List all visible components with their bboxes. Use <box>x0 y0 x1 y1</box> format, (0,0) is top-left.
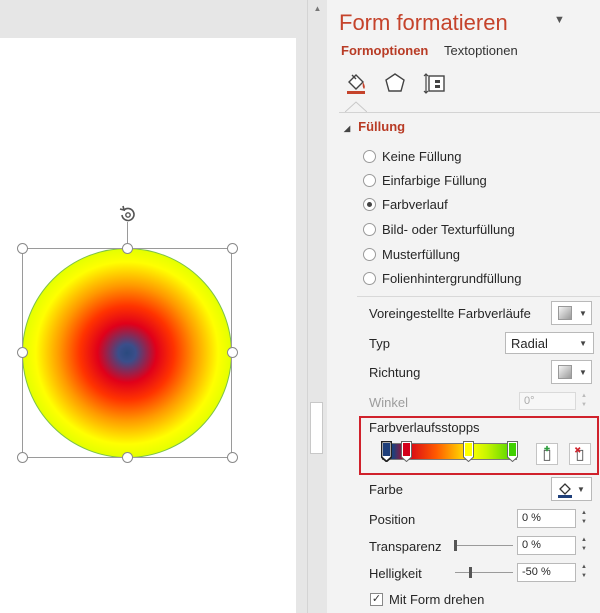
radio-pattern-fill[interactable]: Musterfüllung <box>363 245 460 263</box>
gradient-stop-handle[interactable] <box>507 441 519 462</box>
effects-pentagon-icon[interactable] <box>382 70 408 96</box>
radio-label: Einfarbige Füllung <box>382 172 487 188</box>
radio-label: Bild- oder Texturfüllung <box>382 221 515 237</box>
transparency-label: Transparenz <box>369 539 442 554</box>
transparency-slider-track[interactable] <box>455 545 513 546</box>
radio-label: Keine Füllung <box>382 148 462 164</box>
radio-button[interactable] <box>363 149 376 163</box>
angle-input: 0° <box>519 392 576 410</box>
gradient-stops-label: Farbverlaufsstopps <box>369 420 480 435</box>
rotate-handle-icon[interactable] <box>115 202 139 226</box>
size-properties-icon[interactable] <box>423 70 449 96</box>
active-category-indicator-icon <box>345 101 367 112</box>
radio-picture-texture-fill[interactable]: Bild- oder Texturfüllung <box>363 220 515 238</box>
category-divider <box>339 112 600 113</box>
radio-label: Farbverlauf <box>382 196 448 212</box>
direction-button[interactable]: ▼ <box>551 360 592 384</box>
transparency-input[interactable]: 0 % <box>517 536 576 555</box>
resize-handle-right[interactable] <box>227 347 238 358</box>
preset-gradients-button[interactable]: ▼ <box>551 301 592 325</box>
radio-button-selected[interactable] <box>363 197 376 211</box>
shape-selection-box <box>22 248 232 458</box>
resize-handle-top-left[interactable] <box>17 243 28 254</box>
radial-gradient-circle-shape[interactable] <box>22 248 232 458</box>
chevron-down-icon: ▼ <box>577 484 585 494</box>
gradient-stop-handle-selected[interactable] <box>380 441 392 462</box>
resize-handle-top-right[interactable] <box>227 243 238 254</box>
resize-handle-bottom-right[interactable] <box>227 452 238 463</box>
radio-no-fill[interactable]: Keine Füllung <box>363 147 462 165</box>
scroll-up-arrow-icon[interactable]: ▲ <box>313 4 322 13</box>
resize-handle-left[interactable] <box>17 347 28 358</box>
radio-button[interactable] <box>363 271 376 285</box>
direction-swatch-icon <box>558 365 572 379</box>
canvas-vertical-scrollbar[interactable]: ▲ <box>307 0 326 613</box>
radio-solid-fill[interactable]: Einfarbige Füllung <box>363 171 487 189</box>
resize-handle-bottom-left[interactable] <box>17 452 28 463</box>
radio-button[interactable] <box>363 173 376 187</box>
chevron-down-icon: ▼ <box>579 367 587 377</box>
add-gradient-stop-icon[interactable] <box>536 443 558 465</box>
fill-section-header[interactable]: ◢ Füllung <box>344 119 405 134</box>
color-label: Farbe <box>369 482 403 497</box>
radio-label: Musterfüllung <box>382 246 461 262</box>
preset-swatch-icon <box>558 306 572 320</box>
brightness-spinner-icon[interactable]: ▲ ▼ <box>581 564 587 579</box>
radio-button[interactable] <box>363 247 376 261</box>
chevron-down-icon: ▼ <box>579 339 587 348</box>
resize-handle-top[interactable] <box>122 243 133 254</box>
gradient-stop-handle[interactable] <box>400 441 412 462</box>
remove-gradient-stop-icon[interactable] <box>569 443 591 465</box>
pane-title: Form formatieren <box>339 10 508 35</box>
direction-label: Richtung <box>369 365 421 380</box>
scroll-thumb[interactable] <box>310 402 323 454</box>
options-divider <box>357 296 600 297</box>
gradient-type-select[interactable]: Radial ▼ <box>505 332 594 354</box>
tab-text-options[interactable]: Textoptionen <box>444 43 518 58</box>
fill-bucket-icon <box>558 483 572 498</box>
rotate-with-shape-label: Mit Form drehen <box>389 592 485 607</box>
type-label: Typ <box>369 336 390 351</box>
transparency-slider-thumb[interactable] <box>454 540 457 551</box>
type-select-value: Radial <box>511 336 548 351</box>
collapse-triangle-icon: ◢ <box>344 124 351 133</box>
gradient-stop-handle[interactable] <box>462 441 474 462</box>
format-shape-pane: Form formatieren ▼ Formoptionen Textopti… <box>327 0 600 613</box>
position-spinner-icon[interactable]: ▲ ▼ <box>581 510 587 525</box>
rotate-with-shape-checkbox[interactable]: ✓ <box>370 593 383 606</box>
angle-spinner-icon: ▲ ▼ <box>581 393 587 408</box>
brightness-input[interactable]: -50 % <box>517 563 576 582</box>
brightness-label: Helligkeit <box>369 566 422 581</box>
pane-options-dropdown-icon[interactable]: ▼ <box>554 14 565 26</box>
position-input[interactable]: 0 % <box>517 509 576 528</box>
chevron-down-icon: ▼ <box>579 308 587 318</box>
radio-label: Folienhintergrundfüllung <box>382 270 522 286</box>
brightness-slider-thumb[interactable] <box>468 567 472 578</box>
radio-button[interactable] <box>363 222 376 236</box>
resize-handle-bottom[interactable] <box>122 452 133 463</box>
fill-line-icon[interactable] <box>343 70 369 96</box>
color-picker-button[interactable]: ▼ <box>551 477 592 501</box>
slide-canvas-area <box>0 38 296 613</box>
transparency-spinner-icon[interactable]: ▲ ▼ <box>581 537 587 552</box>
radio-gradient-fill[interactable]: Farbverlauf <box>363 195 448 213</box>
brightness-slider-track[interactable] <box>455 572 513 573</box>
angle-label: Winkel <box>369 395 409 410</box>
tab-shape-options[interactable]: Formoptionen <box>341 43 429 58</box>
position-label: Position <box>369 512 416 527</box>
fill-section-title: Füllung <box>358 119 406 134</box>
radio-slide-background-fill[interactable]: Folienhintergrundfüllung <box>363 269 521 287</box>
preset-gradients-label: Voreingestellte Farbverläufe <box>369 306 531 321</box>
gradient-stops-highlight-box <box>359 416 599 475</box>
rotate-handle-stem <box>127 222 128 248</box>
